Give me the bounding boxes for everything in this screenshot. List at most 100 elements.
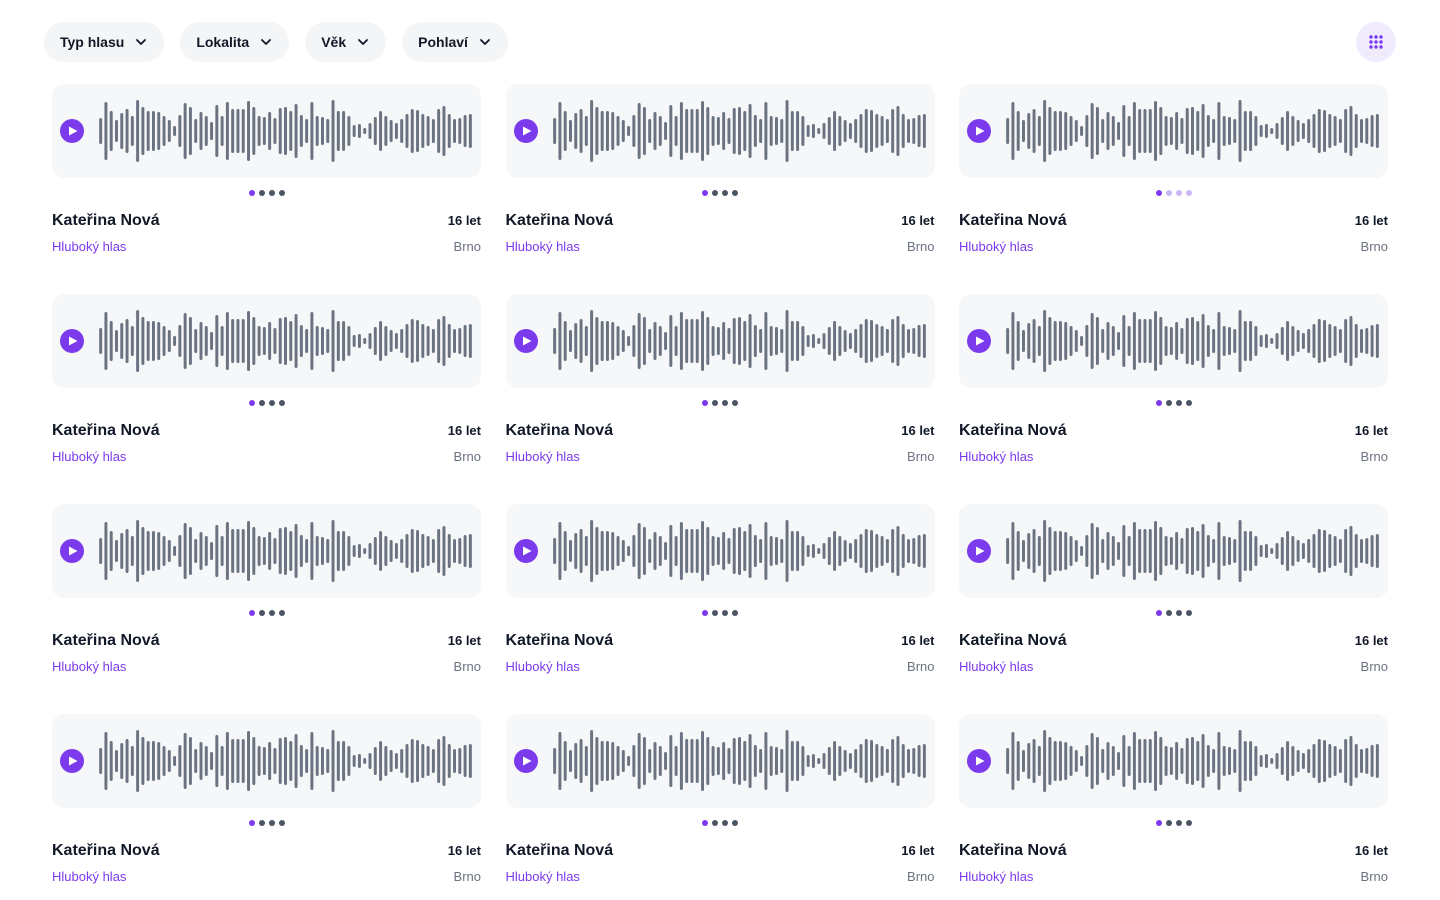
pagination-dot[interactable] — [258, 610, 265, 616]
play-button[interactable] — [967, 119, 991, 143]
filter-age[interactable]: Věk — [305, 22, 387, 62]
play-button[interactable] — [60, 329, 84, 353]
waveform-bar — [458, 538, 462, 564]
pagination-dot[interactable] — [1175, 190, 1182, 196]
waveform-bar — [610, 322, 614, 360]
pagination-dot[interactable] — [1185, 190, 1192, 196]
pagination-dot[interactable] — [712, 820, 718, 826]
pagination-dot[interactable] — [248, 820, 255, 826]
audio-player[interactable] — [959, 714, 1388, 808]
pagination-dot[interactable] — [712, 400, 718, 406]
pagination-dot[interactable] — [1175, 400, 1182, 406]
waveform-bar — [1254, 746, 1258, 776]
pagination-dot[interactable] — [1155, 820, 1162, 826]
waveform-bar — [568, 540, 572, 562]
play-button[interactable] — [513, 329, 538, 353]
pagination-dot[interactable] — [732, 400, 738, 406]
pagination-dot[interactable] — [268, 820, 275, 826]
filter-voice-type[interactable]: Typ hlasu — [44, 22, 165, 62]
pagination-dot[interactable] — [248, 400, 255, 406]
pagination-dot[interactable] — [248, 610, 255, 616]
audio-player[interactable] — [52, 294, 481, 388]
waveform-bar — [1291, 746, 1295, 776]
pagination-dot[interactable] — [278, 400, 285, 406]
audio-player[interactable] — [52, 84, 481, 178]
filter-location[interactable]: Lokalita — [180, 22, 290, 62]
audio-player[interactable] — [505, 714, 935, 808]
pagination-dot[interactable] — [732, 610, 738, 616]
pagination-dot[interactable] — [248, 190, 255, 196]
audio-player[interactable] — [959, 84, 1388, 178]
pagination-dot[interactable] — [722, 400, 728, 406]
pagination-dot[interactable] — [732, 820, 738, 826]
grid-view-toggle-button[interactable] — [1356, 22, 1396, 62]
audio-player[interactable] — [505, 504, 935, 598]
pagination-dot[interactable] — [278, 610, 285, 616]
audio-player[interactable] — [52, 504, 481, 598]
voice-card[interactable]: Kateřina Nová 16 let Hluboký hlas Brno — [505, 714, 935, 900]
pagination-dot[interactable] — [1165, 190, 1172, 196]
pagination-dot[interactable] — [278, 190, 285, 196]
voice-card[interactable]: Kateřina Nová 16 let Hluboký hlas Brno — [959, 294, 1388, 482]
voice-card[interactable]: Kateřina Nová 16 let Hluboký hlas Brno — [52, 84, 481, 272]
pagination-dot[interactable] — [1155, 400, 1162, 406]
pagination-dot[interactable] — [258, 400, 265, 406]
pagination-dot[interactable] — [258, 820, 265, 826]
pagination-dot[interactable] — [1175, 610, 1182, 616]
play-icon — [976, 756, 985, 766]
pagination-dot[interactable] — [712, 190, 718, 196]
audio-player[interactable] — [505, 84, 935, 178]
voice-card[interactable]: Kateřina Nová 16 let Hluboký hlas Brno — [505, 294, 935, 482]
pagination-dot[interactable] — [1185, 820, 1192, 826]
pagination-dot[interactable] — [1185, 610, 1192, 616]
pagination-dot[interactable] — [722, 610, 728, 616]
audio-player[interactable] — [959, 294, 1388, 388]
pagination-dot[interactable] — [712, 610, 718, 616]
voice-card[interactable]: Kateřina Nová 16 let Hluboký hlas Brno — [959, 714, 1388, 900]
speaker-name: Kateřina Nová — [52, 212, 160, 229]
play-button[interactable] — [513, 119, 538, 143]
filter-label: Lokalita — [196, 34, 250, 50]
play-button[interactable] — [60, 749, 84, 773]
pagination-dot[interactable] — [258, 190, 265, 196]
pagination-dot[interactable] — [1175, 820, 1182, 826]
pagination-dot[interactable] — [268, 400, 275, 406]
pagination-dot[interactable] — [278, 820, 285, 826]
pagination-dot[interactable] — [722, 190, 728, 196]
pagination-dot[interactable] — [1185, 400, 1192, 406]
pagination-dot[interactable] — [702, 400, 708, 406]
play-button[interactable] — [513, 749, 538, 773]
pagination-dot[interactable] — [702, 190, 708, 196]
pagination-dot[interactable] — [1155, 190, 1162, 196]
voice-card[interactable]: Kateřina Nová 16 let Hluboký hlas Brno — [959, 504, 1388, 692]
voice-card[interactable]: Kateřina Nová 16 let Hluboký hlas Brno — [505, 504, 935, 692]
audio-player[interactable] — [505, 294, 935, 388]
play-button[interactable] — [513, 539, 538, 563]
voice-card[interactable]: Kateřina Nová 16 let Hluboký hlas Brno — [505, 84, 935, 272]
waveform-bar — [1333, 326, 1337, 356]
audio-player[interactable] — [52, 714, 481, 808]
play-button[interactable] — [967, 539, 991, 563]
waveform-bar — [679, 102, 683, 160]
voice-card[interactable]: Kateřina Nová 16 let Hluboký hlas Brno — [959, 84, 1388, 272]
pagination-dot[interactable] — [702, 610, 708, 616]
filter-gender[interactable]: Pohlaví — [402, 22, 508, 62]
pagination-dot[interactable] — [1165, 820, 1172, 826]
play-button[interactable] — [60, 539, 84, 563]
pagination-dot[interactable] — [1165, 400, 1172, 406]
play-button[interactable] — [967, 749, 991, 773]
audio-player[interactable] — [959, 504, 1388, 598]
pagination-dot[interactable] — [702, 820, 708, 826]
pagination-dot[interactable] — [268, 610, 275, 616]
pagination-dot[interactable] — [732, 190, 738, 196]
pagination-dot[interactable] — [1155, 610, 1162, 616]
voice-card[interactable]: Kateřina Nová 16 let Hluboký hlas Brno — [52, 294, 481, 482]
voice-card[interactable]: Kateřina Nová 16 let Hluboký hlas Brno — [52, 504, 481, 692]
voice-card[interactable]: Kateřina Nová 16 let Hluboký hlas Brno — [52, 714, 481, 900]
pagination-dot[interactable] — [1165, 610, 1172, 616]
waveform-bar — [1111, 536, 1115, 566]
play-button[interactable] — [967, 329, 991, 353]
play-button[interactable] — [60, 119, 84, 143]
pagination-dot[interactable] — [268, 190, 275, 196]
pagination-dot[interactable] — [722, 820, 728, 826]
